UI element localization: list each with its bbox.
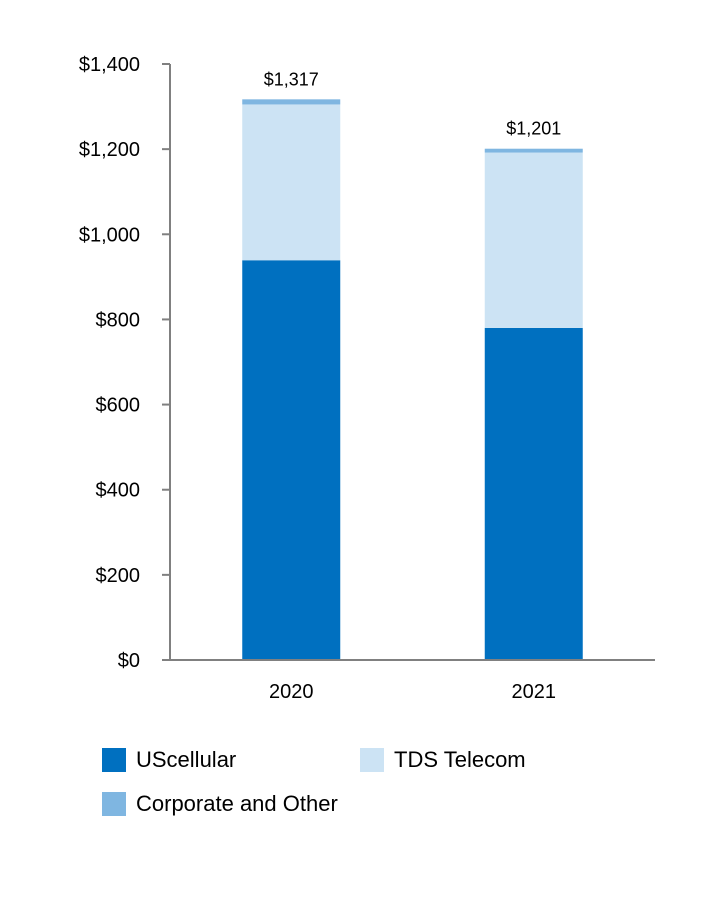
bar-corporate-and-other-2020 [242, 99, 341, 105]
legend-item-tds-telecom: TDS Telecom [360, 746, 526, 774]
y-tick-label: $0 [118, 650, 140, 672]
x-axis: 2020 2021 [170, 659, 655, 703]
y-tick-label: $600 [96, 395, 141, 417]
y-axis: $0 $200 $400 $600 $800 $1,000 $1,200 $1,400 [79, 54, 171, 672]
bars: $1,317 $1,201 [242, 69, 583, 660]
legend-swatch-tds-telecom [360, 748, 384, 772]
bar-uscellular-2020 [242, 260, 341, 660]
y-tick-label: $800 [96, 309, 141, 331]
legend-swatch-corporate-and-other [102, 792, 126, 816]
bar-tds-telecom-2021 [484, 152, 583, 328]
y-tick-label: $1,400 [79, 54, 140, 76]
y-tick-label: $200 [96, 565, 141, 587]
legend-swatch-uscellular [102, 748, 126, 772]
y-tick-label: $1,200 [79, 139, 140, 161]
x-tick-label-2020: 2020 [269, 681, 314, 703]
legend-item-uscellular: UScellular [102, 746, 236, 774]
y-tick-label: $1,000 [79, 224, 140, 246]
total-label-2021: $1,201 [506, 119, 561, 139]
total-label-2020: $1,317 [264, 69, 319, 89]
y-tick-label: $400 [96, 480, 141, 502]
legend: UScellular TDS Telecom Corporate and Oth… [102, 742, 622, 832]
bar-uscellular-2021 [484, 327, 583, 660]
legend-item-corporate-and-other: Corporate and Other [102, 790, 338, 818]
legend-label-tds-telecom: TDS Telecom [394, 747, 526, 772]
bar-tds-telecom-2020 [242, 104, 341, 261]
legend-label-uscellular: UScellular [136, 747, 237, 772]
bar-corporate-and-other-2021 [484, 148, 583, 153]
legend-label-corporate-and-other: Corporate and Other [136, 791, 338, 816]
x-tick-label-2021: 2021 [512, 681, 557, 703]
